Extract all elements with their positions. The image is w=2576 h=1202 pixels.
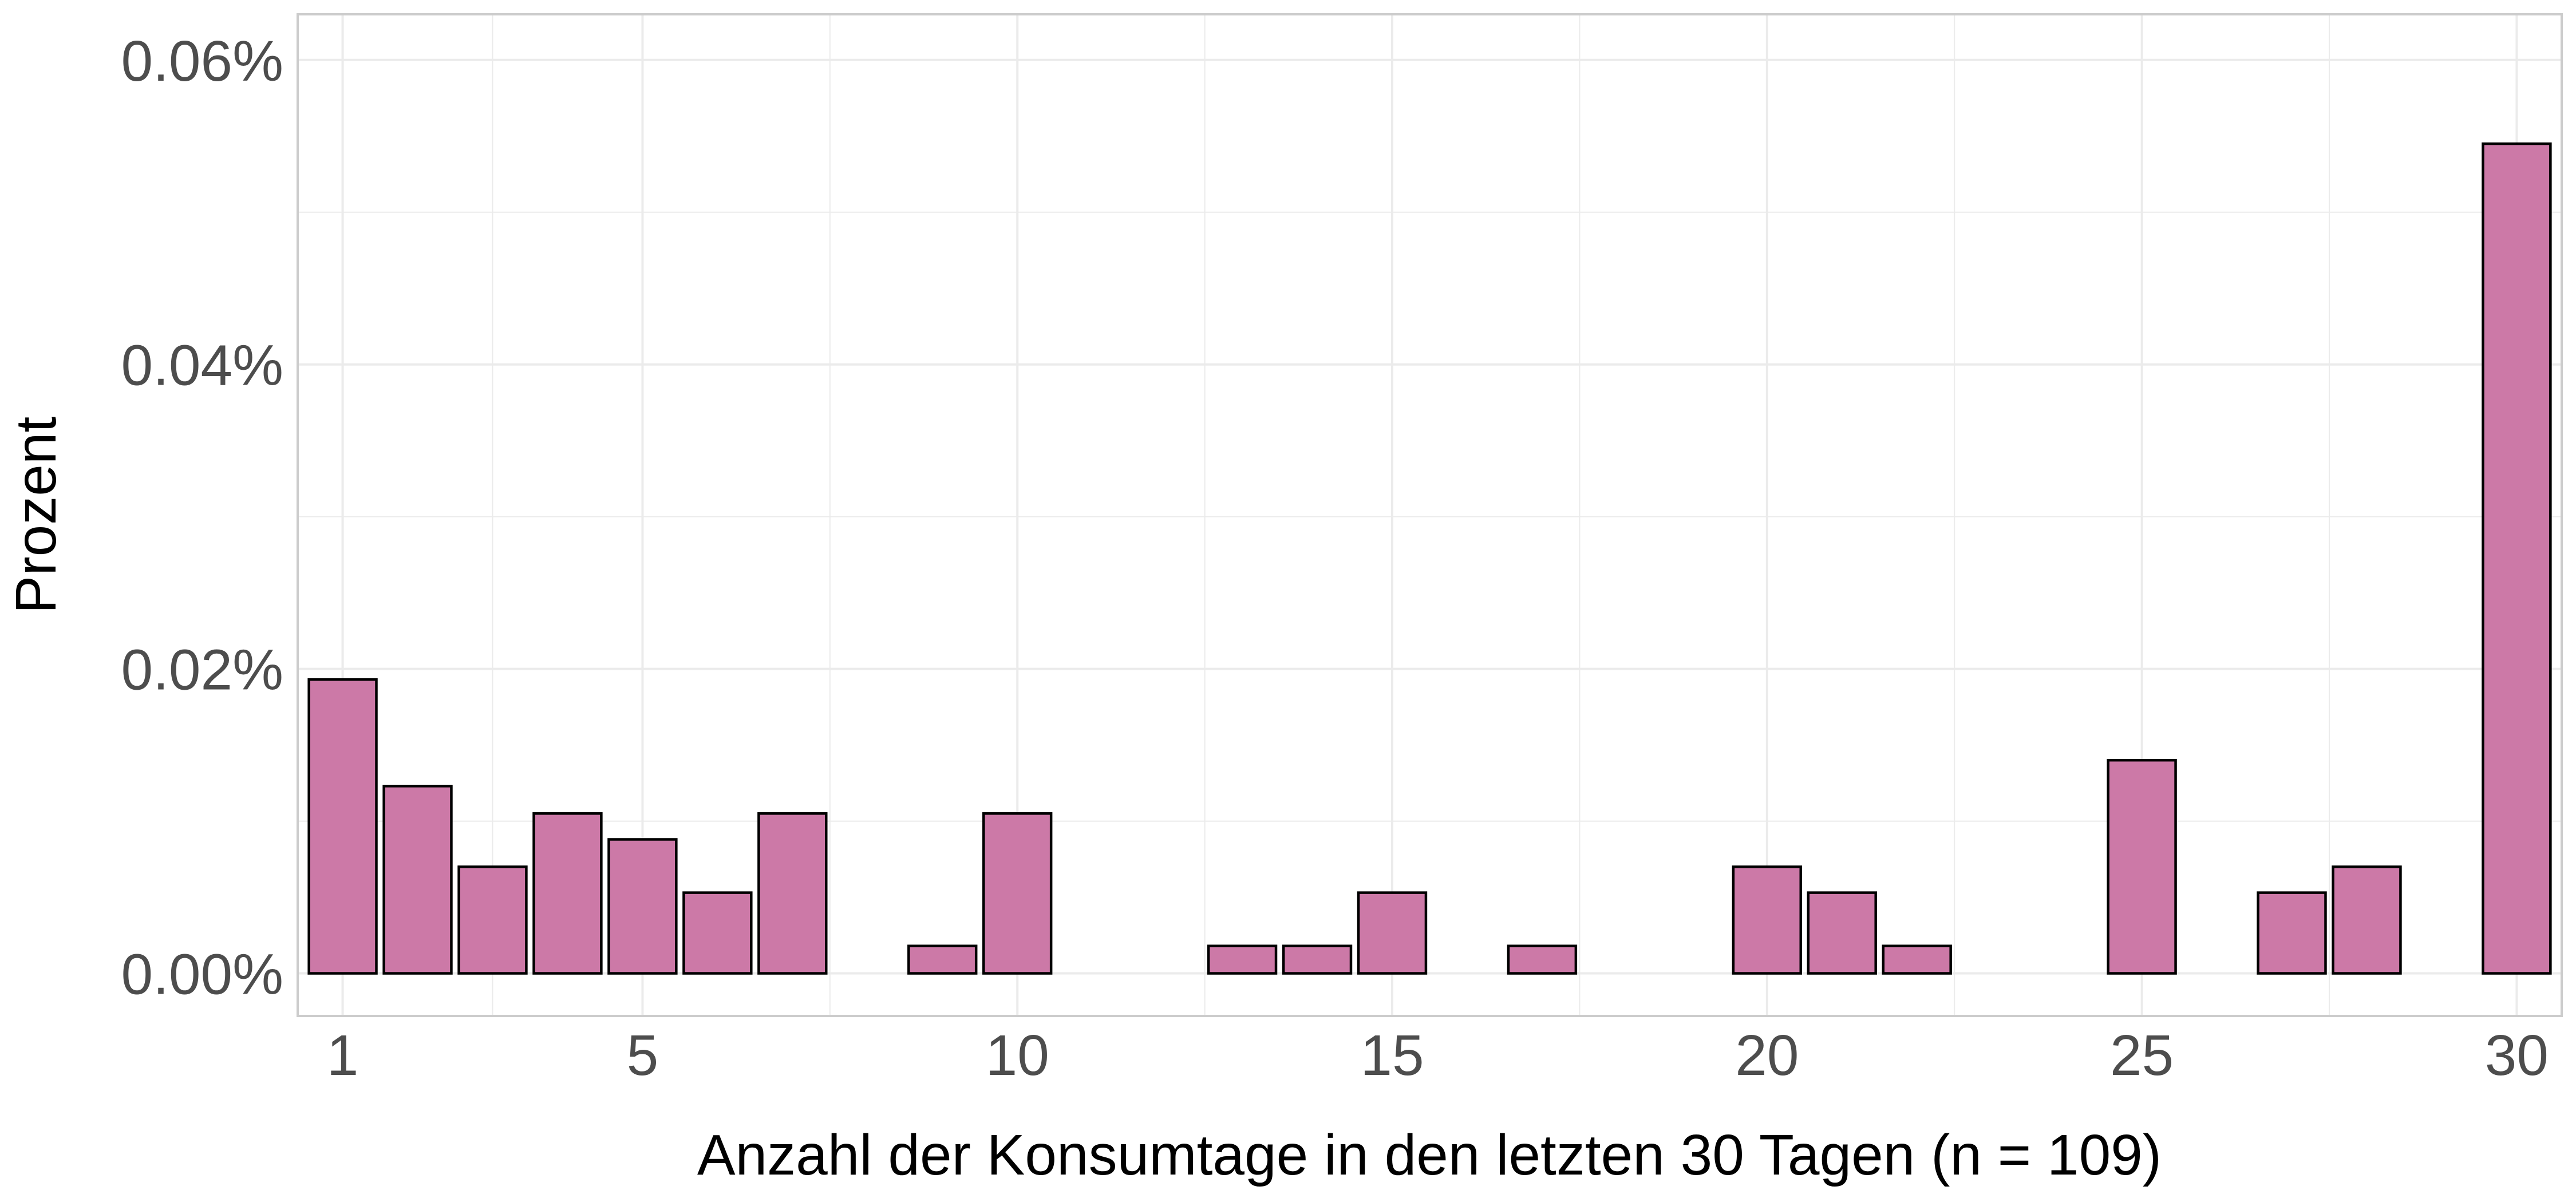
bar bbox=[307, 678, 378, 975]
bar bbox=[982, 812, 1053, 975]
x-tick-label: 15 bbox=[1360, 1023, 1424, 1088]
bar bbox=[2257, 891, 2327, 975]
bar bbox=[2107, 758, 2177, 975]
y-tick-label: 0.02% bbox=[121, 638, 283, 702]
y-axis-title: Prozent bbox=[4, 416, 68, 614]
y-tick-label: 0.00% bbox=[121, 943, 283, 1007]
bar bbox=[382, 785, 453, 975]
x-tick-label: 30 bbox=[2485, 1023, 2549, 1088]
x-tick-label: 25 bbox=[2110, 1023, 2174, 1088]
bar bbox=[607, 838, 678, 975]
bar bbox=[1507, 944, 1578, 975]
x-tick-label: 1 bbox=[327, 1023, 359, 1088]
bar bbox=[682, 891, 753, 975]
bar bbox=[2482, 142, 2552, 975]
bar bbox=[1282, 944, 1353, 975]
bar bbox=[1357, 891, 1428, 975]
y-axis-ticks: 0.00% 0.02% 0.04% 0.06% bbox=[121, 29, 283, 1007]
x-axis-ticks: 1 5 10 15 20 25 30 bbox=[327, 1023, 2549, 1088]
bar bbox=[2332, 865, 2402, 975]
y-tick-label: 0.04% bbox=[121, 334, 283, 398]
y-tick-label: 0.06% bbox=[121, 29, 283, 93]
bar bbox=[532, 812, 603, 975]
bar bbox=[1882, 944, 1952, 975]
bar bbox=[1807, 891, 1877, 975]
bar bbox=[757, 812, 828, 975]
x-axis-title: Anzahl der Konsumtage in den letzten 30 … bbox=[697, 1123, 2162, 1187]
x-tick-label: 20 bbox=[1735, 1023, 1799, 1088]
bars bbox=[307, 142, 2552, 975]
bar bbox=[1732, 865, 1803, 975]
x-tick-label: 5 bbox=[627, 1023, 659, 1088]
bar bbox=[1207, 944, 1278, 975]
bar bbox=[907, 944, 978, 975]
x-tick-label: 10 bbox=[986, 1023, 1049, 1088]
panel-border bbox=[297, 13, 2563, 1017]
bar bbox=[457, 865, 528, 975]
